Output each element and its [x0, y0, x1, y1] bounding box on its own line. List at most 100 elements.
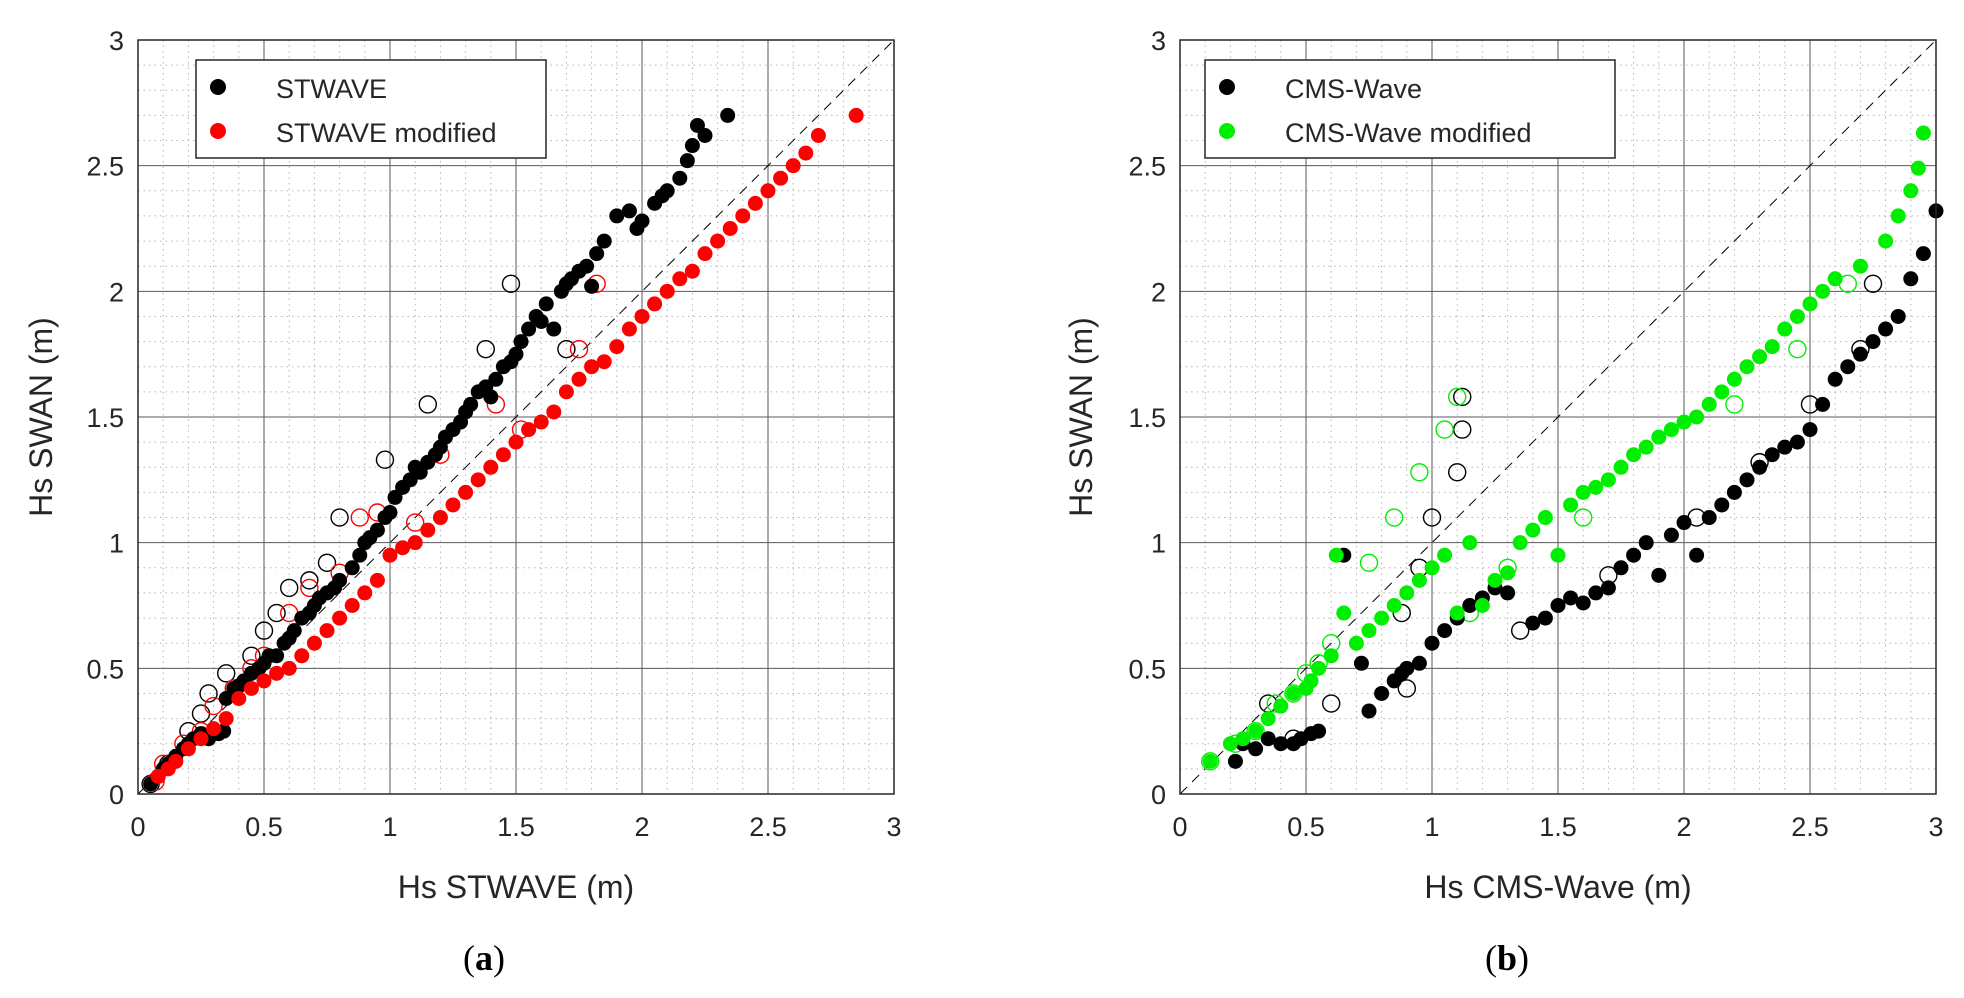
point-stwave: [344, 560, 360, 576]
y-tick-labels: 0 0.5 1 1.5 2 2.5 3: [1128, 26, 1166, 810]
point-stwave-modified: [495, 447, 511, 463]
point-stwave-modified: [193, 731, 209, 747]
chart-panel-a: 0 0.5 1 1.5 2 2.5 3 0 0.5 1 1.5 2 2.5 3 Hs STWAVE (m…: [23, 26, 902, 978]
open-point-cms-wave-modified: [1359, 553, 1379, 572]
point-cms-wave-modified: [1701, 396, 1717, 412]
y-tick-label: 0.5: [1128, 654, 1166, 684]
point-stwave-modified: [369, 572, 385, 588]
point-cms-wave-modified: [1525, 522, 1541, 538]
legend: CMS-Wave CMS-Wave modified: [1204, 59, 1616, 159]
point-stwave-modified: [483, 459, 499, 475]
point-cms-wave: [1802, 422, 1818, 438]
open-point-cms-wave: [1453, 387, 1472, 407]
point-cms-wave-modified: [1537, 510, 1553, 526]
point-cms-wave-modified: [1361, 623, 1377, 639]
y-axis-label: Hs SWAN (m): [23, 317, 59, 517]
point-stwave-modified: [332, 610, 348, 626]
point-cms-wave-modified: [1764, 339, 1780, 355]
y-tick-label: 3: [109, 26, 124, 56]
point-stwave-modified: [647, 296, 663, 312]
point-cms-wave: [1840, 359, 1856, 375]
point-stwave: [659, 183, 675, 199]
point-cms-wave: [1852, 346, 1868, 362]
point-cms-wave: [1563, 590, 1579, 606]
point-stwave-modified: [407, 535, 423, 551]
point-cms-wave-modified: [1386, 598, 1402, 613]
point-cms-wave: [1689, 547, 1705, 563]
point-cms-wave: [1525, 615, 1541, 631]
point-cms-wave: [1248, 741, 1264, 757]
legend-label-stwave: STWAVE: [276, 74, 387, 104]
point-cms-wave: [1878, 321, 1894, 337]
point-stwave-modified: [848, 107, 864, 123]
point-stwave-modified: [584, 359, 600, 375]
x-tick-label: 2.5: [749, 812, 787, 842]
point-cms-wave: [1500, 585, 1516, 601]
point-cms-wave-modified: [1903, 183, 1919, 199]
point-stwave-modified: [621, 321, 637, 337]
point-stwave: [596, 233, 612, 249]
point-stwave-modified: [609, 339, 625, 355]
open-point-stwave: [267, 603, 286, 623]
point-cms-wave-modified: [1777, 321, 1793, 337]
point-cms-wave: [1726, 484, 1742, 500]
point-stwave-modified: [710, 233, 726, 249]
point-stwave-modified: [306, 635, 322, 651]
point-cms-wave: [1903, 271, 1919, 287]
point-stwave-modified: [521, 422, 537, 438]
point-cms-wave: [1613, 560, 1629, 576]
point-cms-wave-modified: [1311, 660, 1327, 676]
open-point-stwave-modified: [569, 339, 589, 359]
point-stwave-modified: [659, 283, 675, 299]
point-cms-wave: [1789, 434, 1805, 450]
open-point-stwave: [216, 664, 236, 683]
x-tick-label: 3: [886, 812, 901, 842]
point-stwave: [533, 313, 549, 329]
point-cms-wave-modified: [1235, 731, 1251, 747]
point-stwave: [521, 321, 537, 337]
point-stwave-modified: [395, 540, 411, 556]
point-cms-wave: [1273, 736, 1289, 752]
point-cms-wave: [1827, 371, 1843, 387]
point-cms-wave: [1260, 731, 1276, 747]
point-stwave-modified: [281, 660, 297, 676]
point-cms-wave: [1752, 459, 1768, 475]
point-stwave: [634, 213, 650, 229]
open-point-stwave: [557, 339, 576, 359]
point-cms-wave: [1537, 610, 1553, 626]
point-cms-wave: [1764, 447, 1780, 463]
point-stwave-modified: [319, 623, 335, 639]
y-tick-label: 1.5: [1128, 403, 1166, 433]
open-point-cms-wave-modified: [1788, 339, 1807, 359]
point-cms-wave-modified: [1752, 349, 1768, 365]
x-tick-label: 1.5: [497, 812, 535, 842]
point-cms-wave-modified: [1273, 698, 1289, 714]
point-cms-wave-modified: [1815, 283, 1831, 299]
point-cms-wave-modified: [1588, 479, 1604, 495]
y-tick-label: 0: [1151, 780, 1166, 810]
open-point-stwave-modified: [350, 508, 369, 527]
open-point-stwave: [375, 450, 395, 469]
open-point-stwave: [501, 274, 521, 293]
point-cms-wave-modified: [1550, 547, 1566, 563]
point-cms-wave-modified: [1663, 422, 1679, 438]
point-cms-wave: [1701, 510, 1717, 526]
x-tick-label: 1.5: [1539, 812, 1577, 842]
point-cms-wave-modified: [1852, 258, 1868, 274]
point-cms-wave-modified: [1500, 565, 1516, 581]
point-cms-wave-modified: [1600, 472, 1616, 488]
point-cms-wave-modified: [1563, 497, 1579, 513]
open-point-stwave: [280, 578, 299, 598]
open-point-stwave: [330, 508, 349, 527]
point-cms-wave-modified: [1487, 572, 1503, 588]
open-point-cms-wave-modified: [1573, 508, 1593, 527]
point-cms-wave: [1638, 535, 1654, 551]
reference-line-y-equals-x: [1179, 39, 1937, 795]
y-tick-label: 2: [109, 277, 124, 307]
open-point-stwave: [476, 339, 495, 359]
point-cms-wave-modified: [1613, 459, 1629, 475]
point-stwave-modified: [508, 434, 524, 450]
open-point-stwave-modified: [204, 696, 223, 716]
panel-caption-a: (a): [463, 938, 505, 978]
point-cms-wave-modified: [1726, 371, 1742, 387]
